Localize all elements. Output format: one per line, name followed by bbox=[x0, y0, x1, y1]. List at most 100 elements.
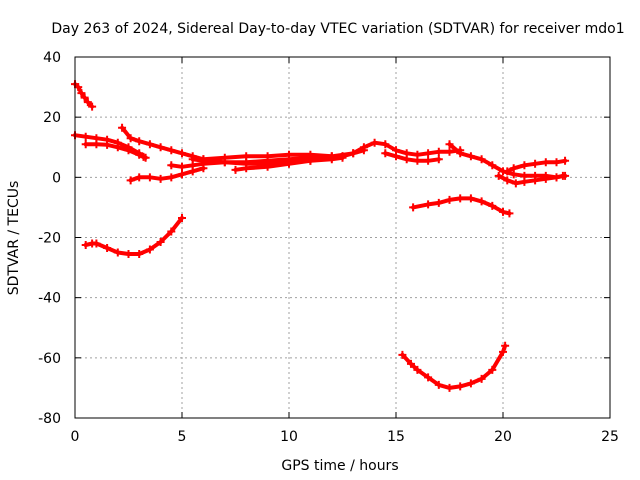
series-arc-4 bbox=[118, 123, 208, 164]
data-point bbox=[488, 201, 497, 210]
data-point bbox=[488, 161, 497, 170]
data-point bbox=[445, 383, 454, 392]
data-point bbox=[188, 155, 197, 164]
series-arc-14 bbox=[494, 171, 570, 188]
data-point bbox=[81, 241, 90, 250]
data-point bbox=[80, 93, 89, 102]
data-point bbox=[77, 89, 86, 98]
data-point bbox=[499, 207, 507, 216]
x-tick-label: 15 bbox=[387, 429, 405, 445]
data-point bbox=[503, 176, 512, 185]
x-tick-label: 10 bbox=[280, 429, 298, 445]
data-point bbox=[81, 132, 90, 141]
data-point bbox=[178, 149, 186, 158]
data-point bbox=[103, 140, 112, 149]
series-trace bbox=[411, 196, 512, 216]
data-point bbox=[381, 140, 390, 149]
data-point bbox=[381, 149, 390, 158]
data-point bbox=[505, 209, 514, 218]
data-point bbox=[466, 194, 475, 203]
series-arc-9 bbox=[199, 150, 336, 164]
data-point bbox=[456, 382, 465, 391]
data-point bbox=[167, 161, 176, 170]
data-point bbox=[349, 149, 358, 158]
x-tick-label: 25 bbox=[601, 429, 619, 445]
data-point bbox=[139, 152, 148, 161]
data-point bbox=[434, 380, 443, 389]
data-point bbox=[402, 155, 411, 164]
series-arc-10 bbox=[338, 138, 465, 161]
data-point bbox=[531, 159, 540, 168]
data-point bbox=[118, 123, 127, 132]
data-point bbox=[466, 152, 475, 161]
data-point bbox=[178, 170, 186, 179]
series-arc-3 bbox=[81, 140, 148, 161]
data-point bbox=[167, 227, 176, 236]
series-trace bbox=[340, 140, 463, 159]
data-point bbox=[338, 152, 347, 161]
data-point bbox=[92, 239, 101, 248]
data-point bbox=[552, 158, 561, 167]
data-point bbox=[156, 174, 165, 183]
data-point bbox=[477, 197, 486, 206]
series-arc-11 bbox=[381, 149, 443, 165]
data-point bbox=[406, 359, 415, 368]
data-point bbox=[285, 159, 293, 168]
data-point bbox=[494, 171, 503, 180]
data-point bbox=[135, 150, 144, 159]
data-point bbox=[509, 164, 518, 173]
data-point bbox=[306, 150, 315, 159]
series-arc-15 bbox=[81, 213, 186, 259]
data-point bbox=[392, 152, 400, 161]
data-point bbox=[285, 150, 293, 159]
data-point bbox=[327, 152, 336, 161]
data-point bbox=[477, 374, 486, 383]
grid-lines bbox=[75, 57, 610, 418]
data-point bbox=[145, 140, 154, 149]
y-tick-label: 40 bbox=[43, 50, 61, 66]
data-point bbox=[124, 146, 133, 155]
axes: 0 5 10 15 20 25 -80 -60 -40 -20 0 20 40 bbox=[38, 50, 619, 445]
data-point bbox=[434, 147, 443, 156]
y-tick-label: -20 bbox=[38, 231, 61, 247]
data-series bbox=[71, 80, 570, 392]
data-point bbox=[511, 179, 520, 188]
data-point bbox=[445, 195, 454, 204]
x-axis-label: GPS time / hours bbox=[281, 458, 398, 474]
data-point bbox=[413, 365, 422, 374]
series-arc-16 bbox=[409, 194, 514, 218]
data-point bbox=[561, 171, 570, 180]
data-point bbox=[466, 379, 475, 388]
data-point bbox=[83, 98, 92, 107]
series-trace bbox=[83, 215, 184, 256]
plot-frame bbox=[74, 56, 611, 419]
data-point bbox=[552, 173, 561, 182]
y-tick-label: 20 bbox=[43, 110, 61, 126]
data-point bbox=[124, 250, 133, 259]
data-point bbox=[499, 347, 507, 356]
data-point bbox=[434, 198, 443, 207]
data-point bbox=[477, 155, 486, 164]
series-arc-5 bbox=[126, 164, 208, 185]
data-point bbox=[456, 194, 465, 203]
y-axis-label: SDTVAR / TECUs bbox=[6, 181, 22, 296]
data-point bbox=[531, 176, 540, 185]
data-point bbox=[424, 149, 433, 158]
data-point bbox=[445, 140, 454, 149]
series-arc-1 bbox=[71, 80, 97, 111]
series-arc-17 bbox=[398, 341, 510, 392]
data-point bbox=[434, 155, 443, 164]
data-point bbox=[263, 152, 272, 161]
data-point bbox=[520, 161, 529, 170]
data-point bbox=[178, 162, 186, 171]
data-point bbox=[561, 156, 570, 165]
data-point bbox=[178, 213, 186, 222]
data-point bbox=[501, 341, 510, 350]
data-point bbox=[167, 146, 176, 155]
x-tick-label: 20 bbox=[494, 429, 512, 445]
data-point bbox=[424, 156, 433, 165]
data-point bbox=[456, 149, 465, 158]
data-point bbox=[199, 155, 208, 164]
data-point bbox=[242, 164, 251, 173]
data-point bbox=[413, 156, 422, 165]
